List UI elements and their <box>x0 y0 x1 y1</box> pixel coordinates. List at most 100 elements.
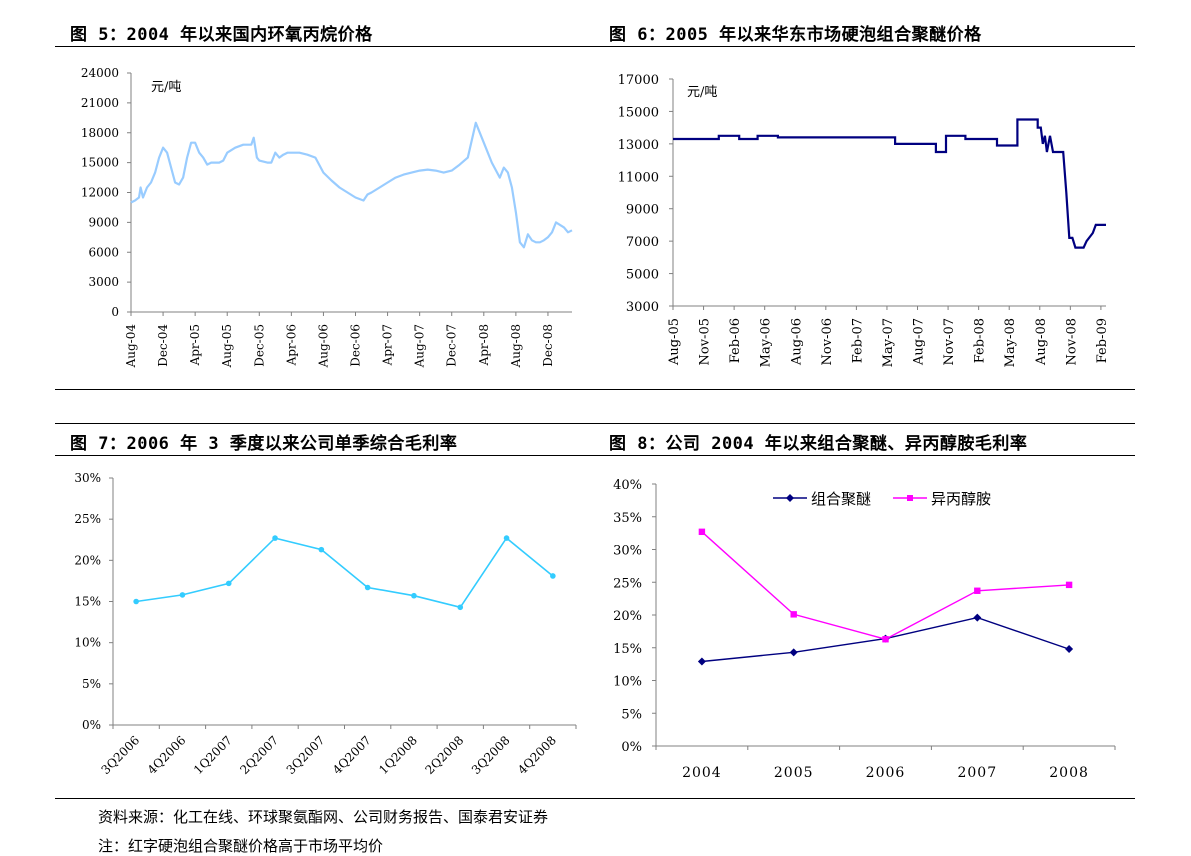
fig8-x-tick-label: 2004 <box>682 765 722 781</box>
fig7-y-tick-label: 30% <box>74 471 101 485</box>
fig5-y-tick-label: 0 <box>111 305 119 319</box>
fig7-y-tick-label: 0% <box>82 718 101 732</box>
fig5-x-tick-label: Apr-06 <box>284 324 298 366</box>
fig5-y-tick-label: 12000 <box>81 186 119 200</box>
fig7-point <box>225 580 232 587</box>
fig8-chart: 0% 5% 10% 15% 20% 25% 30% 35% 40% 2004 2005 2006 200… <box>613 478 1116 781</box>
fig7-x-tick-label: 1Q2007 <box>191 733 235 777</box>
fig7-point <box>364 584 371 591</box>
fig6-x-tick-label: Aug-07 <box>912 318 927 366</box>
fig8-point-square <box>974 587 981 594</box>
fig5-x-tick-label: Aug-05 <box>220 324 234 368</box>
fig6-y-tick-label: 9000 <box>626 203 659 218</box>
fig6-x-tick-label: Aug-08 <box>1034 318 1049 366</box>
fig8-title: 图 8：公司 2004 年以来组合聚醚、异丙醇胺毛利率 <box>609 434 1028 454</box>
fig7-point <box>503 535 510 541</box>
fig7-point <box>318 546 325 553</box>
fig7-x-tick-label: 3Q2008 <box>469 733 513 777</box>
fig8-y-tick-label: 40% <box>613 478 642 493</box>
fig6-x-tick-label: May-08 <box>1003 318 1018 367</box>
fig5-x-tick-label: Aug-04 <box>124 324 138 369</box>
fig5-title: 图 5：2004 年以来国内环氧丙烷价格 <box>70 25 373 45</box>
fig6-x-tick-label: Aug-06 <box>789 318 804 366</box>
fig6-y-tick-label: 11000 <box>618 170 659 185</box>
fig6-series-line <box>673 118 1106 249</box>
fig7-x-tick-label: 3Q2007 <box>284 733 328 777</box>
fig7-y-tick-label: 10% <box>74 636 101 650</box>
mid-rule-top <box>55 389 1135 390</box>
bottom-rule <box>55 798 1135 799</box>
fig8-legend-label: 组合聚醚 <box>811 490 871 508</box>
fig6-title: 图 6：2005 年以来华东市场硬泡组合聚醚价格 <box>609 25 982 45</box>
fig8-y-tick-label: 15% <box>613 642 642 657</box>
fig5-x-tick-label: Dec-08 <box>541 324 555 367</box>
fig8-point-diamond <box>697 657 706 666</box>
fig5-x-tick-label: Apr-05 <box>188 324 202 366</box>
fig8-y-tick-label: 20% <box>613 609 642 624</box>
fig8-y-tick-label: 35% <box>613 511 642 526</box>
fig6-chart: 3000 5000 7000 9000 11000 13000 15000 17000 Aug-… <box>618 73 1110 367</box>
fig8-point-square <box>1065 581 1073 589</box>
fig8-y-tick-label: 10% <box>613 675 642 690</box>
fig6-y-tick-label: 3000 <box>626 300 659 315</box>
fig7-title: 图 7：2006 年 3 季度以来公司单季综合毛利率 <box>70 434 458 454</box>
fig6-y-tick-label: 17000 <box>618 73 659 88</box>
fig5-y-tick-label: 9000 <box>88 215 119 229</box>
fig6-x-tick-label: Nov-05 <box>698 318 713 365</box>
fig7-x-tick-label: 1Q2008 <box>376 733 420 777</box>
fig5-x-tick-label: Dec-04 <box>156 324 170 367</box>
fig5-x-tick-label: Aug-06 <box>316 324 330 368</box>
fig6-x-tick-label: Nov-07 <box>942 318 957 365</box>
fig6-y-tick-label: 5000 <box>626 268 659 283</box>
fig5-y-tick-label: 15000 <box>81 156 119 170</box>
fig7-point <box>457 604 464 611</box>
fig6-x-tick-label: Feb-07 <box>850 318 865 363</box>
fig5-x-tick-label: Dec-05 <box>252 324 266 367</box>
fig7-point <box>272 535 278 541</box>
fig8-x-tick-label: 2005 <box>774 765 814 781</box>
fig7-y-tick-label: 15% <box>74 595 101 609</box>
fig7-x-tick-label: 4Q2008 <box>515 733 559 777</box>
fig6-x-tick-label: Feb-08 <box>973 318 988 363</box>
fig7-x-tick-label: 3Q2006 <box>98 733 142 777</box>
fig5-x-tick-label: Apr-08 <box>477 324 491 366</box>
fig6-x-tick-label: May-06 <box>759 318 774 367</box>
fig5-x-tick-label: Aug-07 <box>413 324 427 368</box>
fig7-y-tick-label: 25% <box>74 512 101 526</box>
fig8-x-tick-label: 2006 <box>866 765 906 781</box>
fig5-unit-label: 元/吨 <box>151 80 181 95</box>
fig8-point-square <box>790 611 797 618</box>
fig6-y-tick-label: 7000 <box>626 235 659 250</box>
fig5-x-tick-label: Apr-07 <box>381 324 395 366</box>
fig5-y-tick-label: 21000 <box>81 96 119 110</box>
fig8-y-tick-label: 30% <box>613 544 642 559</box>
fig8-x-tick-label: 2008 <box>1049 765 1089 781</box>
fig5-x-tick-label: Dec-06 <box>349 324 363 367</box>
fig5-x-tick-label: Dec-07 <box>445 324 459 367</box>
fig8-point-diamond <box>789 648 798 657</box>
fig7-y-tick-label: 20% <box>74 553 101 567</box>
fig8-y-tick-label: 25% <box>613 576 642 591</box>
fig7-point <box>411 592 417 599</box>
fig8-series-line <box>701 531 1070 640</box>
source-note: 资料来源：化工在线、环球聚氨酯网、公司财务报告、国泰君安证券 <box>98 808 549 826</box>
fig5-y-tick-label: 3000 <box>88 275 119 289</box>
fig8-point-diamond <box>1065 645 1074 654</box>
fig7-y-tick-label: 5% <box>82 677 101 691</box>
fig8-point-square <box>698 528 706 536</box>
fig8-legend-label: 异丙醇胺 <box>931 490 991 508</box>
fig7-point <box>133 598 139 605</box>
fig6-x-tick-label: Nov-08 <box>1064 318 1079 365</box>
fig6-x-tick-label: Nov-06 <box>820 318 835 365</box>
fig8-legend-marker <box>786 494 794 502</box>
fig5-series-line <box>130 121 573 249</box>
fig8-y-tick-label: 0% <box>621 740 642 755</box>
fig7-x-tick-label: 2Q2007 <box>237 733 281 777</box>
fig7-x-tick-label: 4Q2007 <box>330 733 374 777</box>
fig6-x-tick-label: May-07 <box>881 318 896 367</box>
fig8-point-diamond <box>973 613 982 622</box>
fig5-x-tick-label: Aug-08 <box>509 324 523 368</box>
top-rule <box>55 46 1135 47</box>
fig6-x-tick-label: Feb-06 <box>728 318 743 363</box>
